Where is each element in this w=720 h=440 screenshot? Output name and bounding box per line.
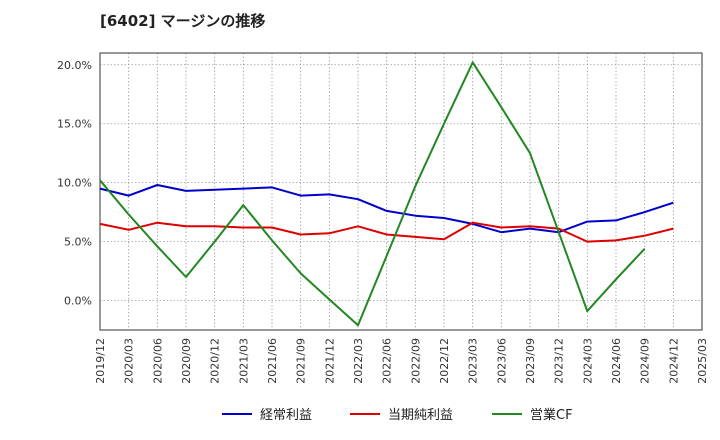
x-tick-label: 2024/06	[610, 338, 623, 384]
series-layer	[99, 61, 674, 327]
y-tick-label: 5.0%	[64, 236, 92, 249]
x-tick-label: 2020/09	[180, 338, 193, 384]
x-tick-label: 2025/03	[696, 338, 709, 384]
series-line-2	[99, 221, 674, 243]
legend-label-2: 当期純利益	[388, 408, 453, 423]
axis-layer: 0.0% 5.0% 10.0% 15.0% 20.0% 2019/12 2020/03 202…	[57, 52, 709, 384]
x-tick-label: 2024/12	[667, 338, 680, 384]
x-tick-label: 2020/12	[209, 338, 222, 384]
x-tick-label: 2021/12	[323, 338, 336, 384]
x-tick-label: 2023/06	[495, 338, 508, 384]
legend-label-3: 営業CF	[530, 407, 573, 423]
legend: 経常利益 当期純利益 営業CF	[222, 407, 573, 423]
x-tick-label: 2021/09	[295, 338, 308, 384]
y-tick-label: 20.0%	[57, 59, 92, 72]
x-tick-label: 2022/06	[381, 338, 394, 384]
x-tick-label: 2020/06	[151, 338, 164, 384]
x-tick-label: 2024/03	[581, 338, 594, 384]
x-tick-label: 2024/09	[639, 338, 652, 384]
x-tick-label: 2022/12	[438, 338, 451, 384]
x-tick-label: 2021/03	[237, 338, 250, 384]
x-tick-label: 2023/12	[553, 338, 566, 384]
x-tick-label: 2022/03	[352, 338, 365, 384]
x-tick-label: 2023/09	[524, 338, 537, 384]
y-tick-label: 15.0%	[57, 118, 92, 131]
x-tick-label: 2023/03	[467, 338, 480, 384]
legend-label-1: 経常利益	[260, 408, 312, 423]
x-tick-label: 2020/03	[123, 338, 136, 384]
x-tick-label: 2021/06	[266, 338, 279, 384]
series-line-3	[99, 61, 646, 327]
plot-area	[99, 52, 703, 331]
y-tick-label: 10.0%	[57, 177, 92, 190]
series-line-1	[99, 184, 674, 234]
x-tick-label: 2022/09	[409, 338, 422, 384]
y-tick-label: 0.0%	[64, 295, 92, 308]
x-tick-label: 2019/12	[94, 338, 107, 384]
chart-title: [6402] マージンの推移	[100, 12, 265, 30]
